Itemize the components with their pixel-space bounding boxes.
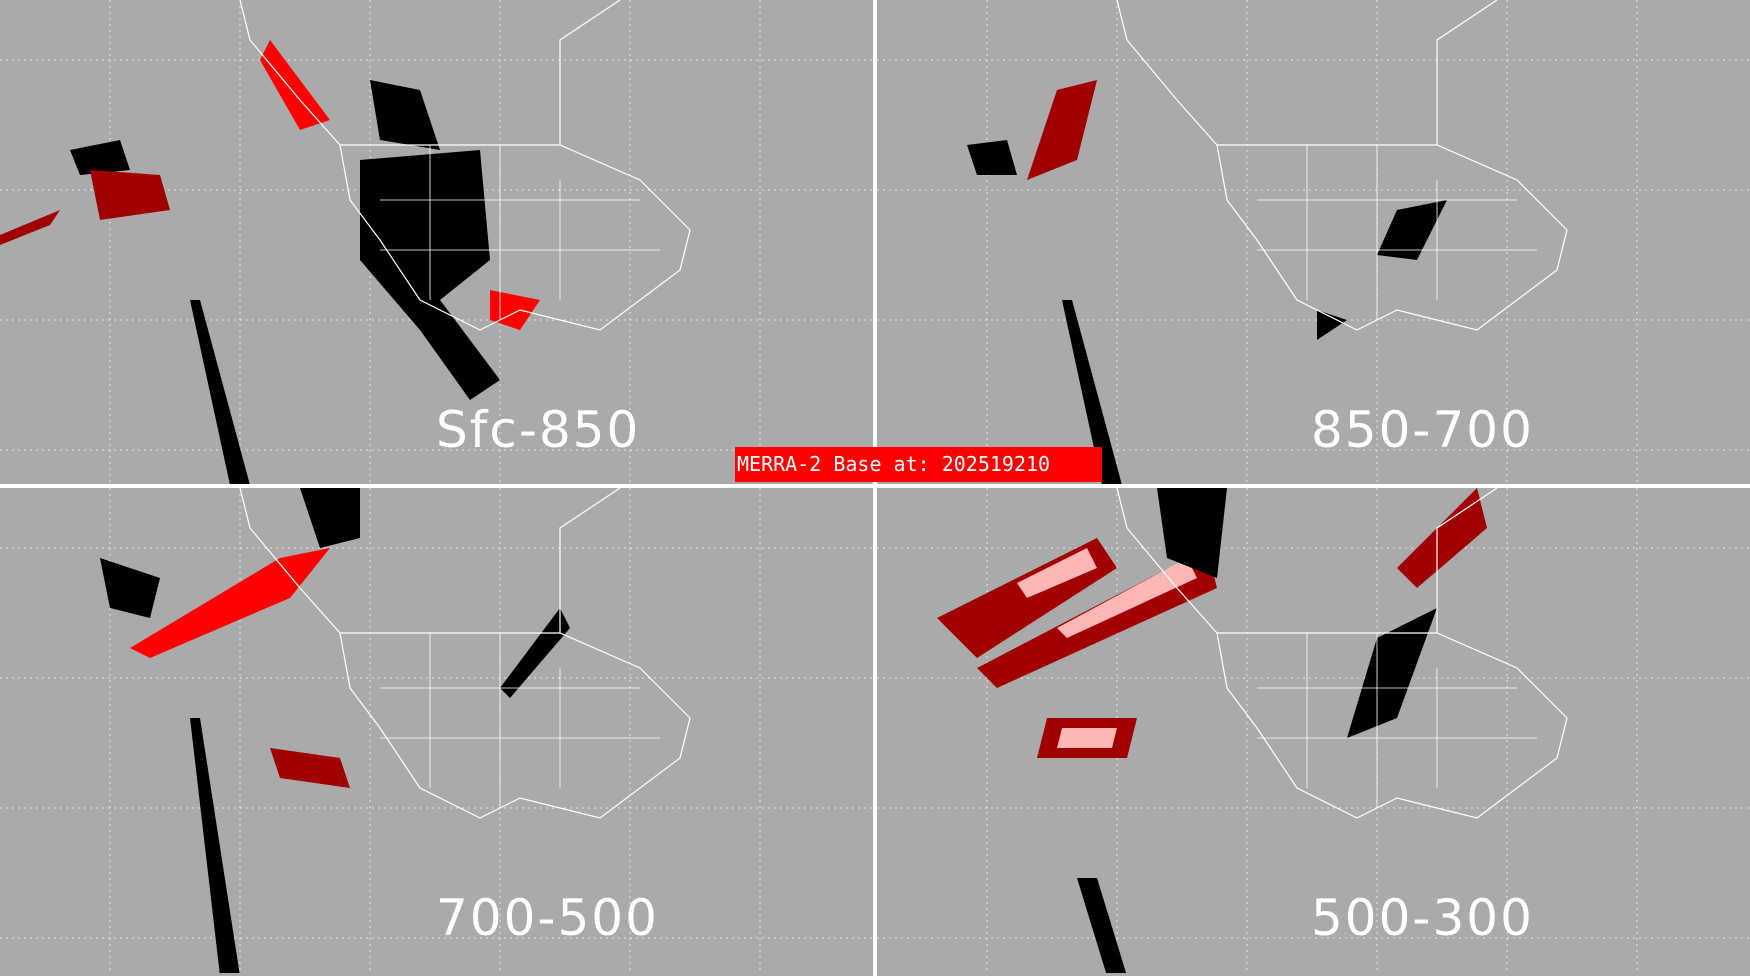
field-region: [1377, 200, 1447, 260]
panel-500-300: 500-300: [877, 488, 1750, 973]
panel-label: 700-500: [436, 889, 659, 947]
field-region: [90, 170, 170, 220]
field-region: [270, 748, 350, 788]
north-america-outline: [339, 632, 691, 819]
coastline: [239, 0, 621, 146]
field-region: [500, 608, 570, 698]
map-700-500: [0, 488, 874, 973]
panel-label: 850-700: [1311, 401, 1534, 459]
field-region: [1157, 488, 1227, 578]
state-boundaries: [1257, 145, 1537, 320]
field-region: [1027, 80, 1097, 180]
state-boundaries: [380, 145, 660, 320]
field-region: [1057, 728, 1117, 748]
field-region: [70, 140, 130, 175]
field-region: [260, 40, 330, 130]
panel-sfc-850: Sfc-850: [0, 0, 874, 485]
field-region: [1077, 878, 1127, 973]
field-region: [490, 290, 540, 330]
field-region: [190, 300, 250, 485]
panel-850-700: 850-700: [877, 0, 1750, 485]
panel-700-500: 700-500: [0, 488, 874, 973]
field-region: [1397, 488, 1487, 588]
vertical-divider: [873, 0, 877, 976]
base-time-banner: MERRA-2 Base at: 202519210: [735, 447, 1102, 482]
field-region: [967, 140, 1017, 175]
map-500-300: [877, 488, 1750, 973]
field-region: [1057, 558, 1197, 638]
horizontal-divider: [0, 484, 1750, 488]
field-region: [0, 210, 60, 245]
field-region: [370, 80, 440, 150]
field-region: [100, 558, 160, 618]
field-region: [1347, 608, 1437, 738]
map-sfc-850: [0, 0, 874, 485]
field-region: [130, 548, 330, 658]
coastline: [1116, 0, 1498, 146]
panel-label: 500-300: [1311, 889, 1534, 947]
field-region: [1062, 300, 1122, 485]
state-boundaries: [380, 633, 660, 808]
field-region: [1017, 548, 1097, 598]
field-region: [1317, 310, 1347, 340]
panel-label: Sfc-850: [436, 401, 641, 459]
coastline: [1116, 488, 1498, 634]
state-boundaries: [1257, 633, 1537, 808]
map-850-700: [877, 0, 1750, 485]
field-region: [190, 718, 240, 973]
coastline: [239, 488, 621, 634]
field-region: [300, 488, 360, 548]
